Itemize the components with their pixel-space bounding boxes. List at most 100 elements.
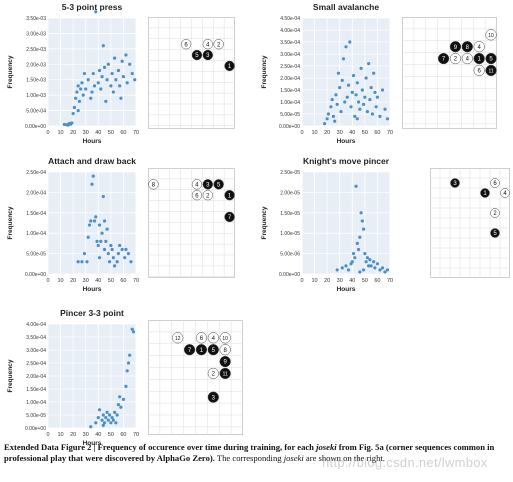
plot-area bbox=[48, 18, 136, 126]
y-tick-label: 5.00e-05 bbox=[280, 112, 300, 118]
y-tick-label: 2.00e-05 bbox=[280, 190, 300, 196]
x-tick-label: 0 bbox=[300, 130, 303, 136]
chart-title: 5-3 point press bbox=[62, 2, 123, 12]
y-tick-label: 2.00e-03 bbox=[26, 62, 46, 68]
y-tick-label: 5.00e-06 bbox=[280, 252, 300, 258]
data-point bbox=[110, 247, 114, 252]
data-point bbox=[96, 416, 100, 420]
data-point bbox=[105, 410, 109, 414]
data-point bbox=[368, 258, 372, 262]
data-point bbox=[131, 330, 136, 334]
x-tick-label: 0 bbox=[46, 130, 49, 136]
scatter-chart: Small avalanche 0.00e+00 5.00e-05 1.00e-04 1… bbox=[261, 2, 393, 145]
data-point bbox=[362, 268, 366, 272]
data-point bbox=[126, 252, 131, 256]
go-board: 8 4 3 5 6 2 1 7 bbox=[148, 168, 235, 278]
data-point bbox=[353, 256, 357, 260]
data-point bbox=[385, 268, 390, 272]
y-tick-label: 0.00e+00 bbox=[279, 272, 300, 278]
y-tick-label: 1.50e-04 bbox=[26, 387, 46, 393]
data-point bbox=[374, 105, 378, 109]
y-tick-label: 3.00e-04 bbox=[280, 52, 300, 58]
data-point bbox=[354, 93, 358, 97]
y-axis-label: Frequency bbox=[7, 359, 14, 392]
data-point bbox=[89, 219, 93, 223]
data-point bbox=[100, 75, 104, 79]
data-point bbox=[97, 408, 102, 412]
x-tick-label: 50 bbox=[362, 130, 368, 136]
data-point bbox=[359, 211, 363, 215]
data-point bbox=[351, 74, 356, 78]
data-point bbox=[102, 247, 107, 252]
x-tick-label: 50 bbox=[362, 278, 368, 284]
data-point bbox=[95, 239, 99, 243]
white-stone bbox=[219, 344, 231, 356]
data-point bbox=[70, 121, 74, 125]
data-point bbox=[358, 270, 362, 274]
plot-area bbox=[48, 172, 136, 274]
x-tick-label: 70 bbox=[133, 432, 139, 438]
data-point bbox=[97, 223, 102, 227]
data-point bbox=[89, 96, 93, 100]
stone-label: 4 bbox=[212, 336, 216, 342]
data-point bbox=[358, 107, 362, 111]
data-point bbox=[364, 260, 368, 264]
chart-title: Small avalanche bbox=[313, 2, 379, 12]
x-tick-label: 10 bbox=[58, 130, 64, 136]
stone-label: 3 bbox=[206, 53, 210, 59]
data-point bbox=[101, 44, 105, 48]
data-point bbox=[356, 100, 361, 104]
y-tick-label: 0.00e+00 bbox=[25, 124, 46, 130]
stone-label: 6 bbox=[200, 336, 204, 342]
white-stone bbox=[213, 39, 224, 50]
data-point bbox=[100, 231, 104, 235]
data-point bbox=[336, 71, 341, 75]
data-point bbox=[360, 219, 364, 223]
x-tick-label: 70 bbox=[387, 278, 393, 284]
stone-label: 1 bbox=[478, 57, 482, 63]
black-stone bbox=[437, 52, 450, 65]
x-tick-label: 30 bbox=[337, 130, 343, 136]
x-tick-label: 70 bbox=[387, 130, 393, 136]
data-point bbox=[323, 122, 327, 126]
stone-label: 6 bbox=[493, 181, 497, 187]
y-tick-label: 2.50e-05 bbox=[280, 170, 300, 176]
black-stone bbox=[224, 190, 235, 201]
data-point bbox=[345, 95, 349, 99]
data-point bbox=[365, 110, 369, 114]
data-point bbox=[101, 423, 105, 427]
data-point bbox=[94, 10, 98, 14]
data-point bbox=[362, 102, 366, 106]
data-point bbox=[120, 59, 124, 63]
data-point bbox=[101, 413, 105, 417]
scatter-chart: 5-3 point press 0.00e+00 5.00e-04 1.00e-03 1… bbox=[7, 2, 139, 145]
data-point bbox=[343, 100, 347, 104]
x-tick-label: 60 bbox=[120, 432, 126, 438]
data-point bbox=[363, 252, 367, 256]
data-point bbox=[325, 117, 329, 121]
data-point bbox=[80, 81, 84, 85]
stone-label: 5 bbox=[493, 231, 497, 237]
data-point bbox=[128, 62, 132, 66]
white-stone bbox=[490, 178, 500, 188]
data-point bbox=[111, 90, 115, 94]
data-point bbox=[80, 260, 84, 264]
data-point bbox=[101, 194, 105, 199]
x-tick-label: 0 bbox=[46, 432, 49, 438]
data-point bbox=[133, 78, 137, 82]
x-axis-label: Hours bbox=[83, 440, 102, 447]
y-tick-label: 0.00e+00 bbox=[25, 272, 46, 278]
x-tick-label: 10 bbox=[58, 278, 64, 284]
data-point bbox=[335, 268, 339, 272]
data-point bbox=[106, 252, 110, 256]
white-stone bbox=[219, 332, 231, 344]
data-point bbox=[367, 62, 371, 66]
data-point bbox=[104, 416, 108, 420]
x-tick-label: 50 bbox=[108, 130, 114, 136]
scatter-chart: Knight's move pincer 0.00e+00 5.00e-06 1.00… bbox=[261, 156, 393, 293]
x-tick-label: 20 bbox=[324, 130, 330, 136]
white-stone bbox=[202, 39, 213, 50]
stone-label: 2 bbox=[217, 42, 221, 48]
data-point bbox=[369, 264, 373, 268]
x-tick-label: 30 bbox=[83, 278, 89, 284]
